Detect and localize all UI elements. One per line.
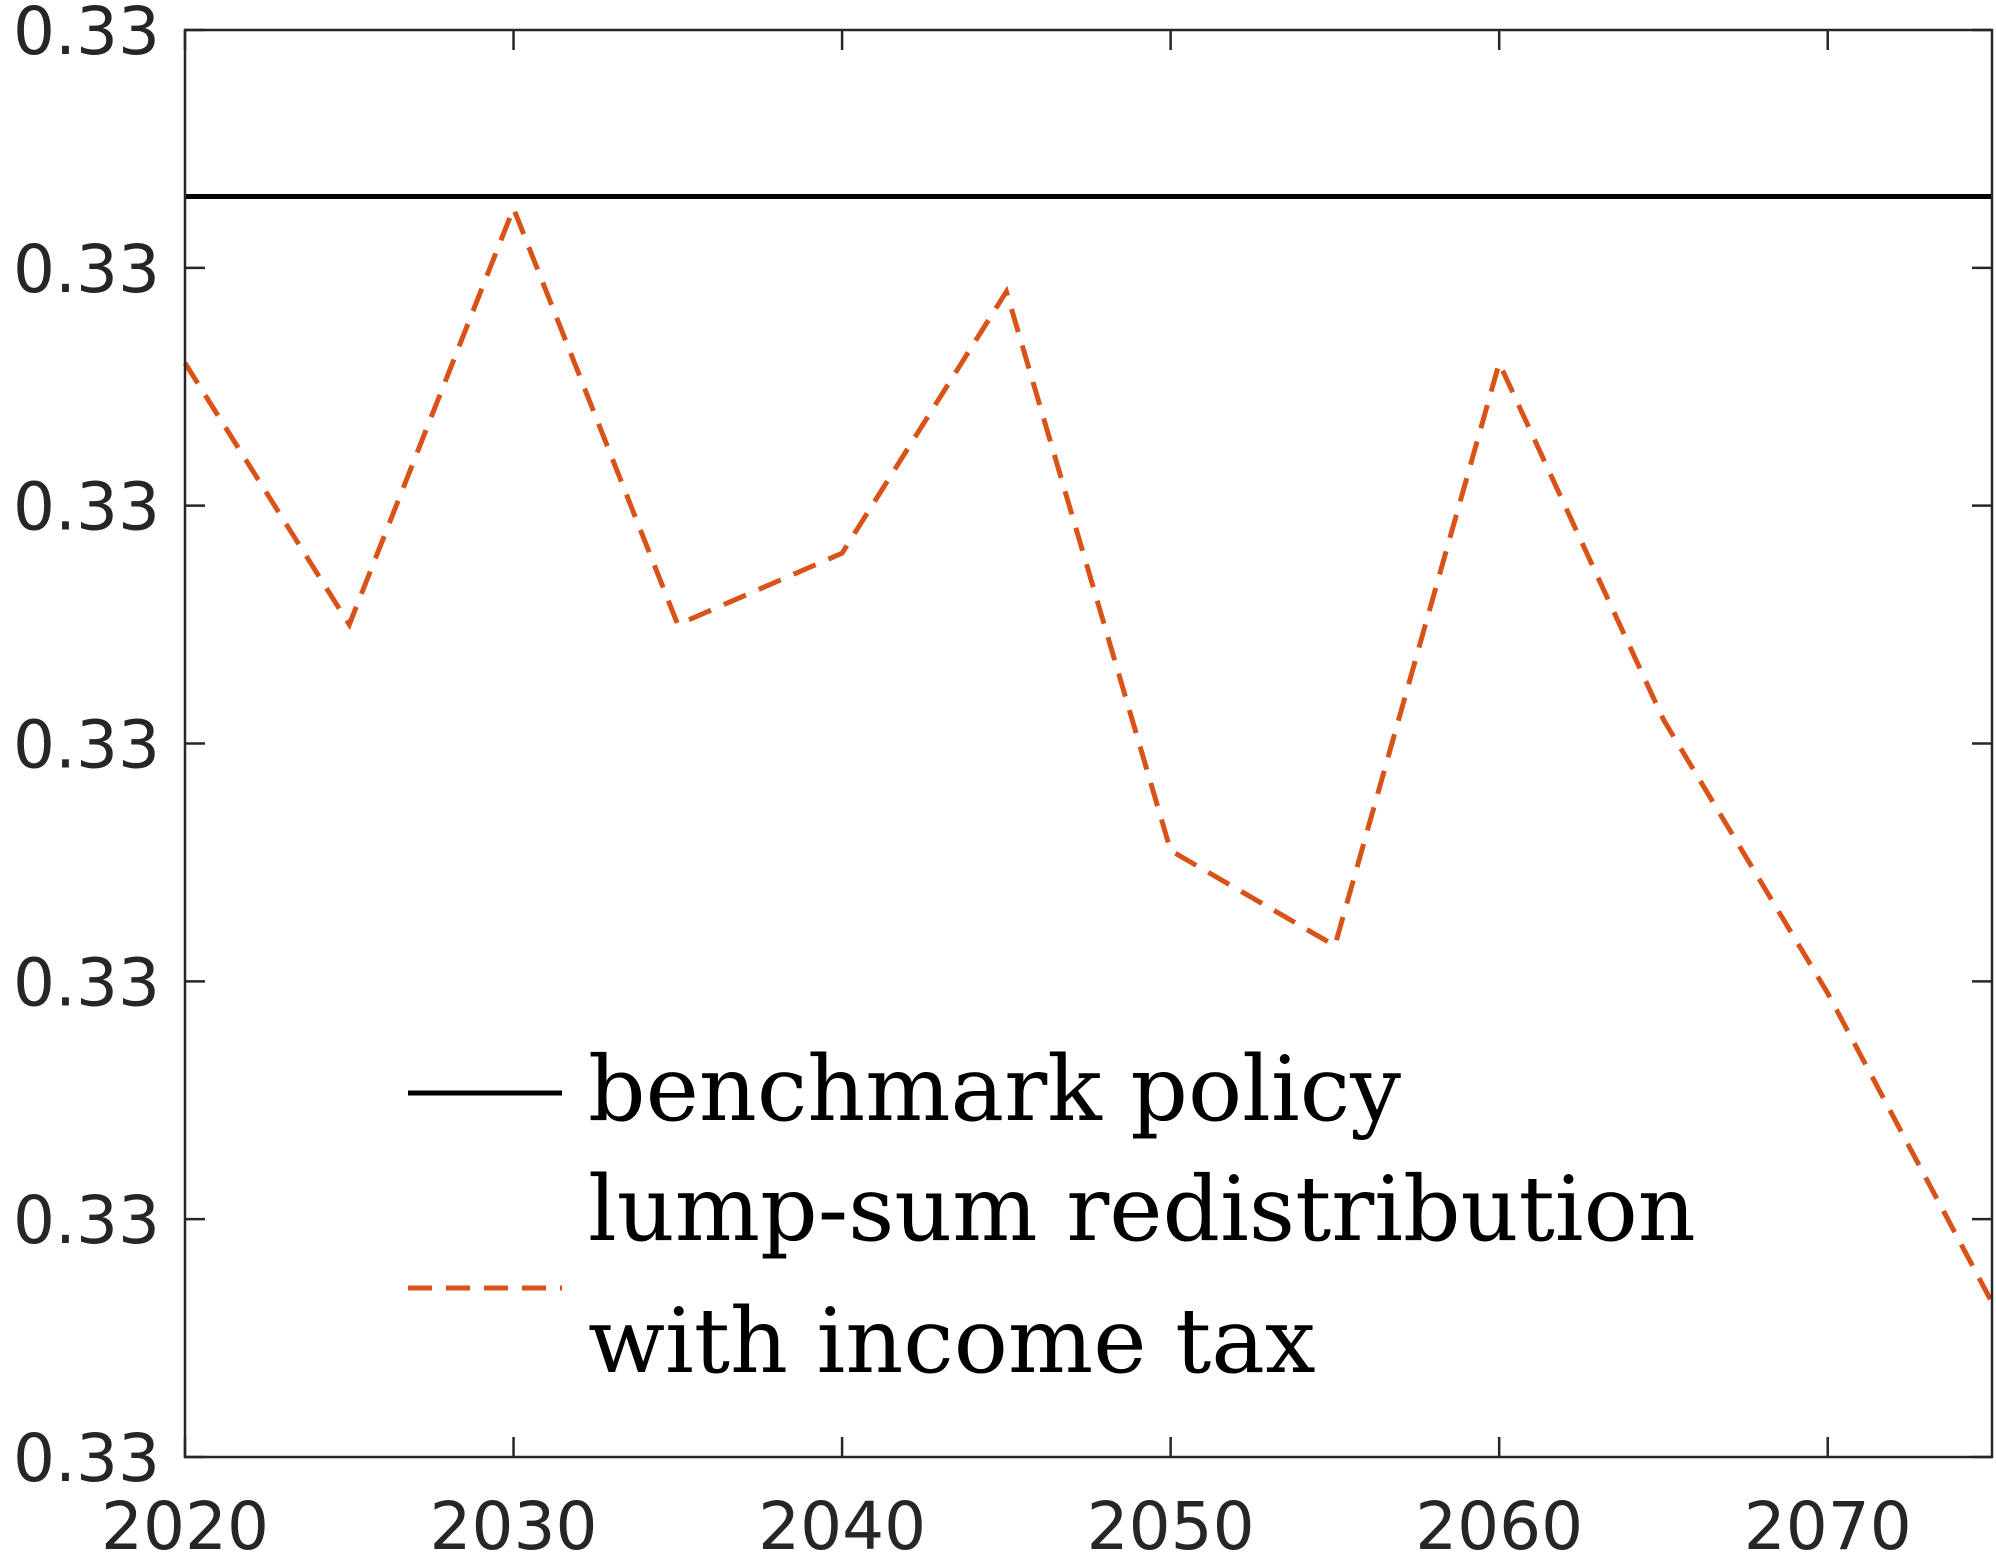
y-tick-label: 0.33	[13, 707, 160, 784]
legend-label-lump-sum-line-1: lump-sum redistribution	[588, 1157, 1696, 1262]
y-tick-label: 0.33	[13, 1420, 160, 1497]
plot-background	[185, 30, 1992, 1457]
legend-label-benchmark: benchmark policy	[588, 1037, 1401, 1142]
y-tick-label: 0.33	[13, 1182, 160, 1259]
series-line-2	[182, 201, 1995, 1304]
legend-label-lump-sum-line-2: with income tax	[588, 1289, 1316, 1394]
x-tick-label: 2020	[101, 1488, 269, 1554]
x-tick-label: 2050	[1087, 1488, 1255, 1554]
x-tick-label: 2040	[758, 1488, 926, 1554]
x-tick-label: 2070	[1744, 1488, 1912, 1554]
x-tick-label: 2060	[1415, 1488, 1583, 1554]
axes-layer: 2020 2030 2040 2050 2060 2070 0.33 0.33 0.33 0.33…	[13, 0, 1994, 1554]
y-tick-label: 0.33	[13, 231, 160, 308]
series-layer	[182, 194, 1995, 1304]
y-tick-label: 0.33	[13, 944, 160, 1021]
legend: benchmark policy lump-sum redistribution w…	[408, 1037, 1696, 1394]
plot-area	[185, 30, 1992, 1457]
y-tick-label: 0.33	[13, 469, 160, 546]
x-tick-label: 2030	[430, 1488, 598, 1554]
y-tick-label: 0.33	[13, 0, 160, 70]
